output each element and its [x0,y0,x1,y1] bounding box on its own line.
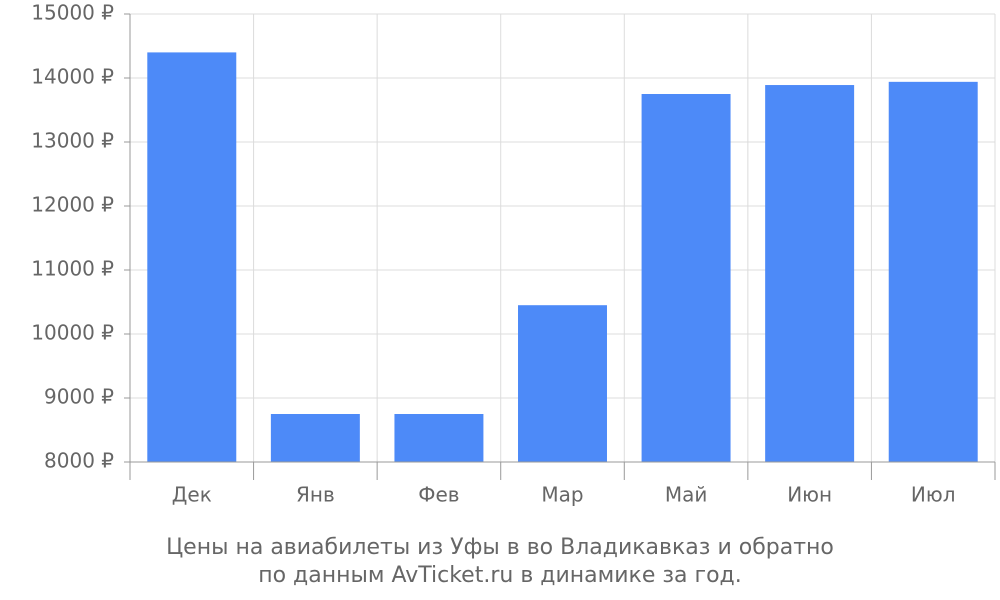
bar [765,85,855,462]
x-tick-label: Янв [296,483,335,507]
x-tick-label: Дек [172,483,212,507]
y-tick-label: 12000 ₽ [31,193,114,217]
x-tick-label: Июн [787,483,832,507]
bar [147,52,237,463]
y-tick-label: 14000 ₽ [31,65,114,89]
chart-title: Цены на авиабилеты из Уфы в во Владикавк… [166,535,834,560]
chart-subtitle: по данным AvTicket.ru в динамике за год. [258,563,742,588]
x-tick-label: Фев [418,483,459,507]
bar [888,81,978,462]
y-tick-label: 15000 ₽ [31,1,114,25]
bar [641,94,731,462]
y-tick-label: 10000 ₽ [31,321,114,345]
y-tick-label: 9000 ₽ [44,385,114,409]
x-tick-label: Июл [911,483,956,507]
x-tick-label: Мар [541,483,583,507]
y-tick-label: 13000 ₽ [31,129,114,153]
y-tick-label: 11000 ₽ [31,257,114,281]
x-tick-label: Май [665,483,708,507]
bar [518,305,607,462]
bar [394,414,484,462]
y-tick-label: 8000 ₽ [44,449,114,473]
bar [270,414,360,462]
